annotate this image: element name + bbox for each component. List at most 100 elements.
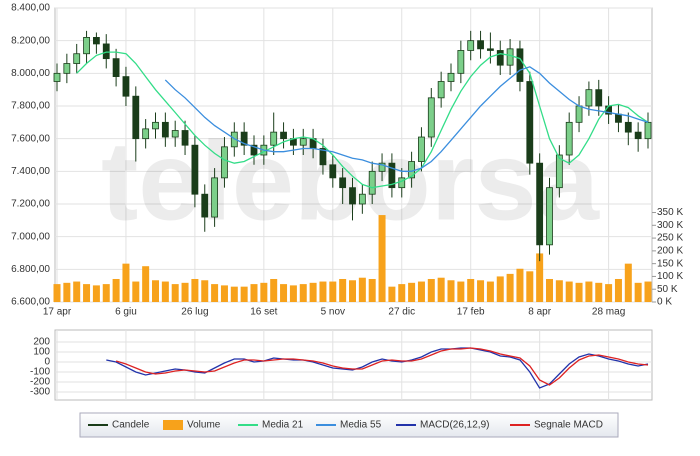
volume-bar bbox=[349, 280, 356, 302]
volume-bar bbox=[595, 282, 603, 302]
candle-body bbox=[161, 121, 169, 138]
candle-body bbox=[467, 40, 475, 51]
y-tick-label: 6.600,00 bbox=[11, 297, 50, 308]
candle-body bbox=[349, 187, 356, 205]
volume-bar bbox=[270, 278, 278, 302]
candle-body bbox=[319, 148, 327, 166]
candle-body bbox=[201, 193, 209, 218]
volume-bar bbox=[309, 282, 317, 302]
candle-body bbox=[555, 154, 563, 189]
candle-body bbox=[634, 131, 642, 140]
volume-bar bbox=[417, 281, 425, 302]
candle-body bbox=[358, 193, 366, 205]
legend-label: Media 55 bbox=[340, 420, 382, 431]
candle-body bbox=[536, 162, 544, 246]
y2-tick-label: 300 K bbox=[657, 220, 683, 231]
volume-bar bbox=[624, 263, 632, 302]
volume-bar bbox=[378, 215, 386, 302]
candle-body bbox=[250, 144, 258, 156]
candle-body bbox=[427, 97, 435, 138]
candle-body bbox=[53, 72, 61, 82]
candle-body bbox=[486, 48, 494, 51]
volume-bar bbox=[388, 286, 396, 302]
y-tick-label: 100 bbox=[33, 347, 50, 358]
y-tick-label: -100 bbox=[30, 367, 50, 378]
candle-body bbox=[181, 130, 189, 146]
candle-body bbox=[565, 121, 573, 156]
y-tick-label: 7.600,00 bbox=[11, 133, 50, 144]
y-tick-label: 200 bbox=[33, 337, 50, 348]
candle-body bbox=[496, 50, 504, 66]
candle-body bbox=[152, 121, 159, 130]
candle-body bbox=[299, 138, 307, 146]
volume-bar bbox=[181, 282, 189, 302]
y2-tick-label: 250 K bbox=[657, 233, 683, 244]
legend-label: Segnale MACD bbox=[534, 420, 603, 431]
y-tick-label: -300 bbox=[30, 387, 50, 398]
candle-body bbox=[437, 81, 445, 99]
x-tick-label: 5 nov bbox=[321, 307, 345, 318]
volume-bar bbox=[516, 268, 524, 302]
candle-body bbox=[457, 50, 465, 74]
candle-body bbox=[595, 89, 603, 107]
volume-bar bbox=[467, 278, 475, 302]
volume-bar bbox=[53, 284, 61, 302]
volume-bar bbox=[546, 278, 553, 302]
candle-body bbox=[280, 131, 287, 140]
legend-label: Volume bbox=[187, 420, 221, 431]
volume-bar bbox=[73, 281, 81, 302]
volume-bar bbox=[486, 281, 494, 302]
volume-bar bbox=[201, 280, 209, 302]
volume-bar bbox=[132, 281, 140, 302]
candle-body bbox=[368, 170, 376, 195]
line-series bbox=[115, 347, 649, 386]
candle-body bbox=[388, 162, 396, 189]
y2-tick-label: 200 K bbox=[657, 246, 683, 257]
candle-body bbox=[339, 177, 347, 189]
x-tick-label: 27 dic bbox=[388, 307, 415, 318]
volume-bar bbox=[240, 286, 248, 302]
y-tick-label: 8.200,00 bbox=[11, 35, 50, 46]
volume-bar bbox=[211, 284, 219, 302]
candle-body bbox=[516, 48, 524, 82]
volume-bar bbox=[220, 285, 228, 302]
volume-bar bbox=[565, 281, 573, 302]
volume-bar bbox=[555, 280, 563, 302]
y-tick-label: 0 bbox=[44, 357, 50, 368]
volume-bar bbox=[536, 253, 544, 302]
volume-bar bbox=[142, 266, 150, 302]
volume-bar bbox=[447, 280, 455, 302]
y2-tick-label: 350 K bbox=[657, 207, 683, 218]
volume-bar bbox=[191, 278, 199, 302]
volume-bar bbox=[289, 285, 297, 302]
volume-bar bbox=[477, 280, 485, 302]
candle-body bbox=[624, 121, 632, 133]
candle-body bbox=[240, 131, 248, 146]
y-tick-label: 7.400,00 bbox=[11, 166, 50, 177]
line-series bbox=[164, 66, 649, 172]
candle-body bbox=[83, 37, 90, 55]
line-series bbox=[106, 347, 649, 389]
volume-bar bbox=[63, 282, 71, 302]
legend-swatch bbox=[163, 420, 183, 430]
candle-body bbox=[615, 113, 622, 123]
candle-body bbox=[329, 164, 337, 179]
volume-bar bbox=[526, 271, 534, 302]
x-tick-label: 26 lug bbox=[181, 307, 208, 318]
volume-bar bbox=[614, 278, 622, 302]
candle-body bbox=[644, 121, 652, 140]
volume-bar bbox=[230, 286, 238, 302]
candle-body bbox=[477, 40, 484, 50]
y-tick-label: 8.000,00 bbox=[11, 68, 50, 79]
y2-tick-label: 100 K bbox=[657, 271, 683, 282]
candle-body bbox=[171, 130, 179, 138]
volume-bar bbox=[260, 282, 268, 302]
x-tick-label: 28 mag bbox=[592, 307, 625, 318]
volume-bar bbox=[575, 282, 583, 302]
candle-body bbox=[102, 43, 110, 60]
candle-body bbox=[191, 144, 199, 195]
volume-bar bbox=[171, 284, 179, 302]
y-tick-label: 6.800,00 bbox=[11, 264, 50, 275]
candle-body bbox=[447, 72, 455, 82]
